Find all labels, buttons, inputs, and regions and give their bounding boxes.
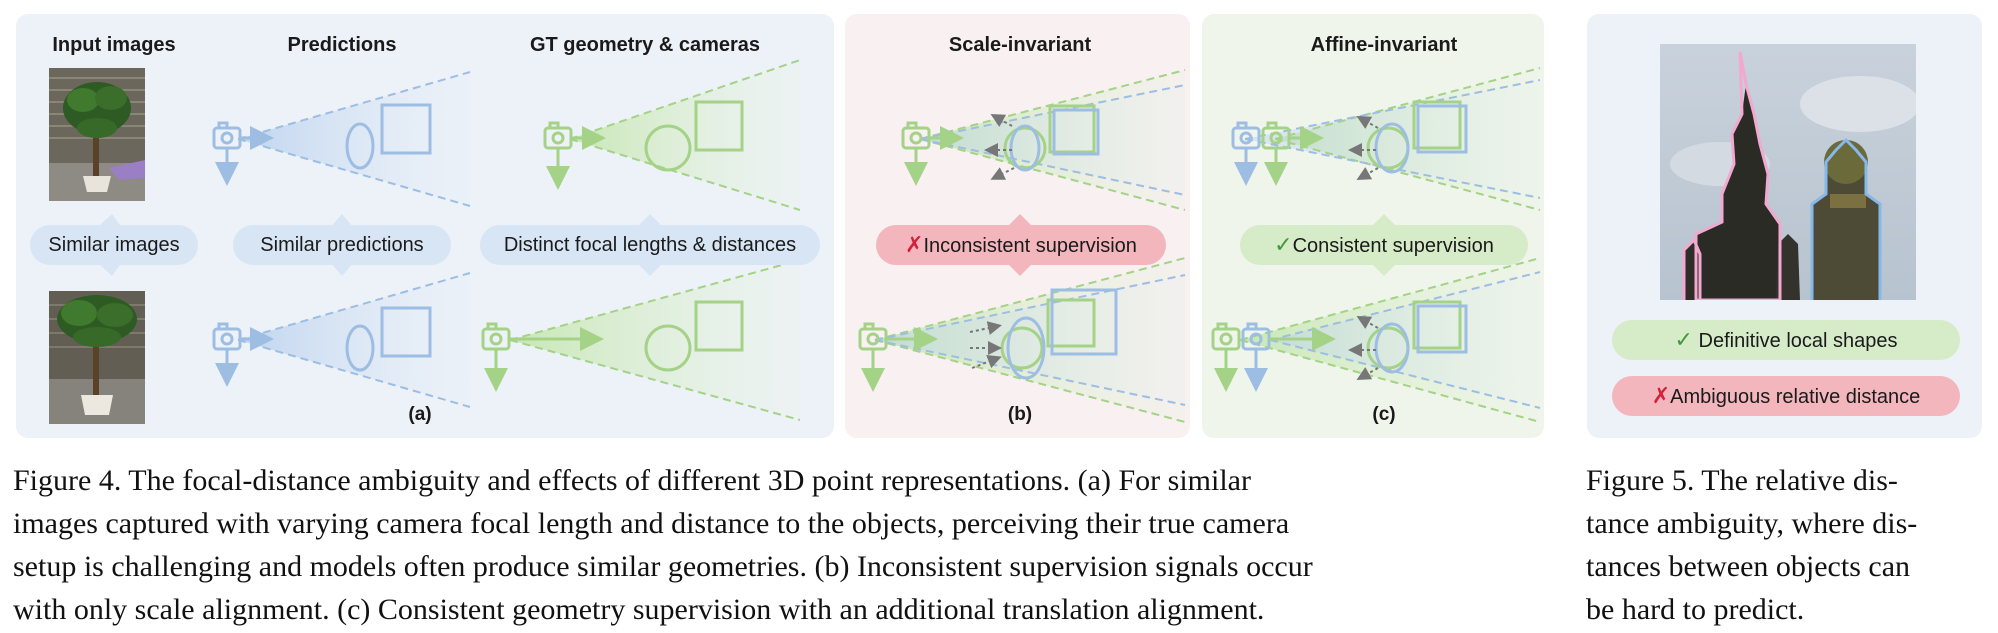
panel-label-b: (b) xyxy=(1007,404,1033,425)
header-affine-invariant: Affine-invariant xyxy=(1310,34,1458,56)
panel-label-c: (c) xyxy=(1372,404,1396,425)
cross-icon: ✗ xyxy=(905,232,924,257)
cross-icon: ✗ xyxy=(1651,383,1671,408)
pill-definitive-label: Definitive local shapes xyxy=(1698,330,1898,352)
caption-line: Figure 5. The relative dis- xyxy=(1586,464,1898,497)
header-scale-invariant: Scale-invariant xyxy=(948,34,1092,56)
check-icon: ✓ xyxy=(1674,327,1693,352)
caption-line: tances between objects can xyxy=(1586,550,1911,583)
caption-line: tance ambiguity, where dis- xyxy=(1586,507,1918,540)
caption-line: be hard to predict. xyxy=(1586,593,1805,626)
pill-consistent-label: Consistent supervision xyxy=(1292,235,1494,257)
statue-photo xyxy=(1660,44,1916,300)
check-icon: ✓ xyxy=(1274,232,1293,257)
header-gt-geometry: GT geometry & cameras xyxy=(529,34,761,56)
caption-line: images captured with varying camera foca… xyxy=(13,507,1290,540)
panel-label-a: (a) xyxy=(408,404,432,425)
pill-ambiguous-relative-distance: ✗Ambiguous relative distance xyxy=(1612,376,1960,416)
input-image-bottom xyxy=(49,291,145,424)
figure5-caption: Figure 5. The relative dis- tance ambigu… xyxy=(1586,459,1917,631)
pill-inconsistent: ✗Inconsistent supervision xyxy=(876,225,1166,265)
pill-inconsistent-label: Inconsistent supervision xyxy=(923,235,1137,257)
figure4-caption: Figure 4. The focal-distance ambiguity a… xyxy=(13,459,1313,631)
pill-distinct-focal: Distinct focal lengths & distances xyxy=(480,225,820,265)
header-predictions: Predictions xyxy=(287,34,397,56)
pill-definitive-local-shapes: ✓ Definitive local shapes xyxy=(1612,320,1960,360)
header-input-images: Input images xyxy=(52,34,176,56)
pill-ambiguous-label: Ambiguous relative distance xyxy=(1670,386,1921,408)
pill-similar-predictions: Similar predictions xyxy=(233,225,451,265)
pill-similar-images: Similar images xyxy=(30,225,198,265)
caption-line: Figure 4. The focal-distance ambiguity a… xyxy=(13,464,1251,497)
caption-line: setup is challenging and models often pr… xyxy=(13,550,1313,583)
caption-line: with only scale alignment. (c) Consisten… xyxy=(13,593,1265,626)
input-image-top xyxy=(49,68,145,201)
pill-consistent: ✓Consistent supervision xyxy=(1240,225,1528,265)
